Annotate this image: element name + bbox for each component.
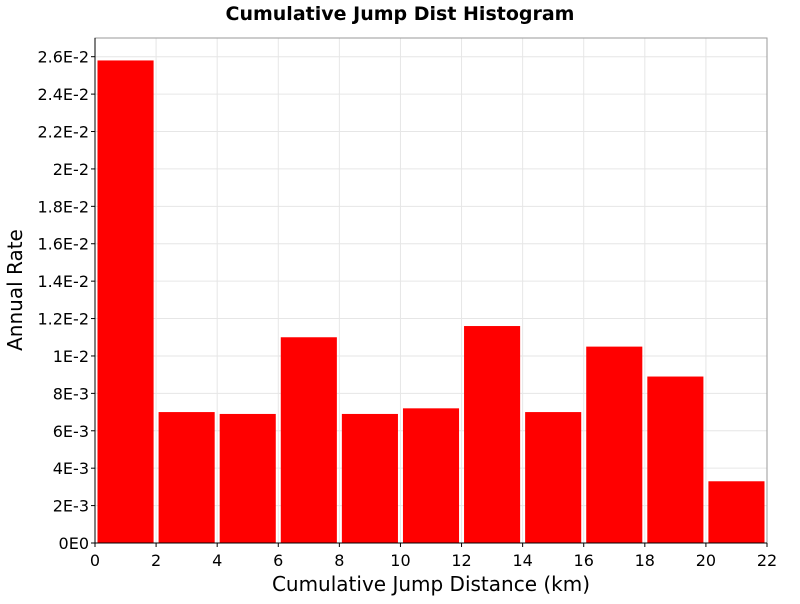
y-tick-label-2: 4E-3 [53,459,89,478]
histogram-bar-4 [341,413,398,543]
x-tick-label-6: 12 [451,551,471,570]
x-tick-label-5: 10 [390,551,410,570]
y-axis-label: Annual Rate [3,229,27,351]
x-tick-label-7: 14 [512,551,532,570]
bars-layer [97,60,765,543]
y-tick-label-12: 2.4E-2 [37,85,89,104]
histogram-bar-6 [464,326,521,543]
x-tick-label-11: 22 [757,551,777,570]
x-tick-label-10: 20 [696,551,716,570]
histogram-bar-8 [586,346,643,543]
tick-label-layer: 0E0 2E-3 4E-3 6E-3 8E-3 1E-2 1.2E-2 1.4E-2 1.6E-… [37,48,777,570]
y-tick-label-1: 2E-3 [53,497,89,516]
histogram-bar-0 [97,60,154,543]
y-tick-label-8: 1.6E-2 [37,235,89,254]
y-tick-label-4: 8E-3 [53,384,89,403]
y-tick-label-10: 2E-2 [53,160,89,179]
axis-layer [91,38,768,547]
x-tick-label-9: 18 [635,551,655,570]
y-tick-label-0: 0E0 [59,534,89,553]
y-tick-label-3: 6E-3 [53,422,89,441]
x-tick-label-0: 0 [90,551,100,570]
histogram-bar-5 [402,408,460,543]
histogram-bar-2 [219,413,276,543]
x-tick-label-4: 8 [334,551,344,570]
grid-layer [94,38,768,544]
histogram-bar-7 [525,412,582,543]
histogram-bar-1 [158,412,215,543]
histogram-bar-9 [647,376,704,543]
histogram-bar-3 [280,337,337,543]
histogram-bar-10 [708,481,765,543]
x-tick-label-1: 2 [151,551,161,570]
y-tick-label-11: 2.2E-2 [37,123,89,142]
x-tick-label-3: 6 [273,551,283,570]
chart-title: Cumulative Jump Dist Histogram [226,3,575,25]
x-tick-label-8: 16 [574,551,594,570]
y-tick-label-7: 1.4E-2 [37,272,89,291]
y-tick-label-6: 1.2E-2 [37,310,89,329]
y-tick-label-13: 2.6E-2 [37,48,89,67]
x-tick-label-2: 4 [212,551,222,570]
x-axis-label: Cumulative Jump Distance (km) [272,572,590,596]
y-tick-label-9: 1.8E-2 [37,197,89,216]
y-tick-label-5: 1E-2 [53,347,89,366]
